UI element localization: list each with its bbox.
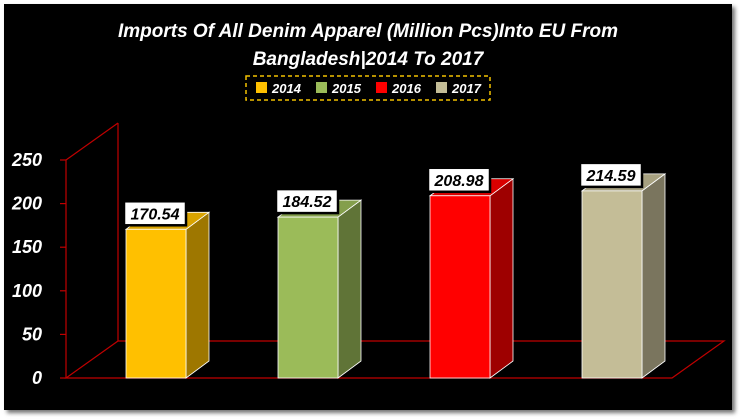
value-label-box: [426, 166, 492, 194]
y-tick-label: 200: [11, 194, 42, 214]
value-label: 170.54: [131, 206, 180, 223]
legend-swatch: [316, 82, 327, 93]
legend-label: 2017: [451, 81, 482, 96]
legend-swatch: [256, 82, 267, 93]
bar-side-face: [185, 211, 210, 379]
bar-2015: [276, 199, 363, 379]
legend-box: [245, 75, 491, 101]
value-label-box: [274, 187, 340, 215]
bar-2016: [428, 177, 515, 379]
chart-title-line-2: Bangladesh|2014 To 2017: [253, 49, 485, 70]
y-tick-label: 100: [12, 281, 42, 301]
bar-front-face: [429, 195, 491, 379]
bar-side-face: [489, 177, 514, 379]
legend-swatch: [436, 82, 447, 93]
y-tick-label: 150: [12, 237, 42, 257]
bar-2014: [124, 211, 211, 379]
y-tick-label: 0: [32, 368, 42, 388]
value-label: 208.98: [434, 173, 484, 190]
y-tick-label: 50: [22, 324, 42, 344]
legend-label: 2016: [391, 81, 422, 96]
bar-front-face: [125, 228, 187, 379]
bars: [124, 173, 667, 379]
legend-swatch: [376, 82, 387, 93]
y-tick-label: 250: [11, 150, 42, 170]
y-axis-ticks: 0 50 100 150 200 250: [11, 150, 66, 388]
legend-label: 2014: [271, 81, 302, 96]
bar-side-face: [337, 199, 362, 379]
side-wall-top-edge: [65, 122, 119, 161]
value-label: 184.52: [283, 194, 332, 211]
bar-front-face: [277, 216, 339, 379]
bar-side-face: [641, 173, 666, 379]
bar-2017: [580, 173, 667, 379]
value-label-box: [578, 161, 644, 189]
value-labels: 170.54 184.52 208.98 214.59: [122, 161, 644, 227]
chart-title-line-1: Imports Of All Denim Apparel (Million Pc…: [118, 21, 618, 42]
bar-front-face: [581, 190, 643, 379]
value-label-box: [122, 200, 188, 227]
legend-label: 2015: [331, 81, 362, 96]
legend: 2014 2015 2016 2017: [256, 81, 482, 96]
value-label: 214.59: [586, 168, 636, 185]
